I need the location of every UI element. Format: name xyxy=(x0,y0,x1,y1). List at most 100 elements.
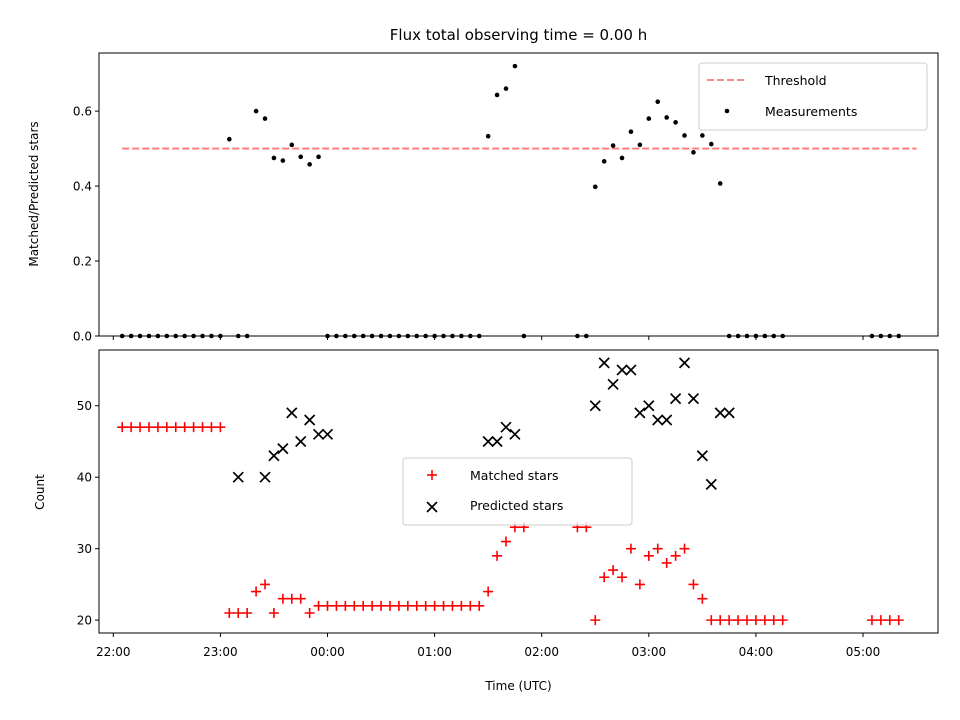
matched-star-point xyxy=(447,600,458,611)
measurement-point xyxy=(253,108,259,114)
matched-star-point xyxy=(741,615,752,626)
measurement-point xyxy=(316,154,321,160)
matched-star-point xyxy=(135,422,146,433)
matched-star-point xyxy=(313,600,324,611)
top-y-tick-label: 0.2 xyxy=(73,255,92,269)
matched-star-point xyxy=(617,572,628,583)
measurement-point xyxy=(664,115,669,120)
predicted-star-point xyxy=(643,400,655,412)
top-legend: Threshold Measurements xyxy=(698,62,928,131)
predicted-star-point xyxy=(625,364,637,376)
legend-measurements-swatch xyxy=(724,108,730,114)
matched-star-point xyxy=(777,615,788,626)
measurement-point xyxy=(610,143,616,148)
bottom-x-tick-label: 22:00 xyxy=(96,645,131,659)
matched-star-point xyxy=(768,615,779,626)
top-legend-box xyxy=(698,62,928,131)
measurement-point xyxy=(227,136,232,142)
bottom-x-tick-label: 00:00 xyxy=(310,645,345,659)
predicted-star-point xyxy=(589,400,601,412)
predicted-star-point xyxy=(482,435,494,448)
matched-star-point xyxy=(268,607,279,618)
matched-star-point xyxy=(331,600,342,611)
matched-star-point xyxy=(402,600,413,611)
matched-star-point xyxy=(260,579,271,590)
matched-star-point xyxy=(161,422,172,433)
bottom-x-ticks: 22:00 23:00 00:00 01:00 02:00 03:00 04:00 05:00 xyxy=(96,633,880,659)
matched-star-point xyxy=(143,422,154,433)
measurement-point xyxy=(717,181,723,186)
predicted-star-point xyxy=(723,407,735,419)
matched-star-point xyxy=(349,600,360,611)
matched-star-point xyxy=(295,593,306,604)
matched-star-point xyxy=(715,615,726,626)
predicted-star-point xyxy=(696,450,708,462)
bottom-x-tick-label: 05:00 xyxy=(846,645,881,659)
bottom-y-axis-label: Count xyxy=(33,474,47,510)
matched-star-point xyxy=(376,600,387,611)
matched-star-point xyxy=(893,615,904,626)
bottom-x-tick-label: 23:00 xyxy=(203,645,238,659)
legend-matched-swatch xyxy=(427,470,437,480)
predicted-star-point xyxy=(705,478,717,490)
predicted-star-point xyxy=(714,407,726,419)
predicted-star-point xyxy=(661,414,673,426)
measurement-point xyxy=(503,86,509,91)
predicted-star-point xyxy=(259,471,271,483)
measurement-point xyxy=(708,141,714,147)
bottom-y-tick-label: 20 xyxy=(77,614,92,628)
matched-star-point xyxy=(456,600,467,611)
matched-star-point xyxy=(750,615,761,626)
predicted-star-point xyxy=(232,471,244,483)
bottom-x-tick-label: 01:00 xyxy=(417,645,452,659)
chart-title: Flux total observing time = 0.00 h xyxy=(390,26,647,44)
matched-star-point xyxy=(759,615,770,626)
predicted-star-point xyxy=(312,428,325,440)
measurement-point xyxy=(601,159,607,164)
legend-measurements-label: Measurements xyxy=(765,104,857,119)
matched-star-point xyxy=(126,422,137,433)
predicted-star-point xyxy=(268,450,280,462)
measurement-point xyxy=(298,154,304,160)
measurement-point xyxy=(592,184,598,190)
predicted-star-point xyxy=(509,428,521,440)
matched-star-point xyxy=(384,600,395,611)
predicted-star-point xyxy=(616,364,628,376)
matched-star-point xyxy=(224,607,235,618)
legend-threshold-label: Threshold xyxy=(764,73,827,88)
matched-star-point xyxy=(884,615,895,626)
matched-star-point xyxy=(670,550,681,561)
bottom-y-tick-label: 40 xyxy=(77,471,92,485)
predicted-star-point xyxy=(491,435,503,448)
measurement-point xyxy=(691,150,696,155)
measurement-point xyxy=(512,63,518,69)
measurement-point xyxy=(619,155,625,161)
matched-star-point xyxy=(179,422,190,433)
measurement-point xyxy=(307,162,312,167)
predicted-star-point xyxy=(304,414,316,426)
measurement-point xyxy=(655,99,661,105)
matched-star-point xyxy=(206,422,217,433)
predicted-star-point xyxy=(687,392,700,405)
bottom-y-tick-label: 50 xyxy=(77,399,92,413)
bottom-marks xyxy=(117,357,904,626)
bottom-y-ticks: 20 30 40 50 xyxy=(77,399,99,628)
measurement-point xyxy=(646,116,652,121)
matched-star-point xyxy=(188,422,199,433)
measurement-point xyxy=(700,133,705,138)
bottom-axes-frame xyxy=(98,349,939,634)
matched-star-point xyxy=(733,615,744,626)
predicted-star-point xyxy=(286,407,298,419)
matched-star-point xyxy=(724,615,735,626)
top-y-ticks: 0.0 0.2 0.4 0.6 xyxy=(73,105,99,344)
matched-star-point xyxy=(643,550,654,561)
top-y-tick-label: 0.0 xyxy=(73,330,92,344)
matched-star-point xyxy=(706,615,717,626)
matched-star-point xyxy=(251,586,262,597)
measurement-point xyxy=(682,133,687,138)
measurement-point xyxy=(280,158,286,163)
top-y-tick-label: 0.4 xyxy=(73,180,92,194)
legend-predicted-swatch xyxy=(426,501,438,513)
matched-star-point xyxy=(340,600,351,611)
